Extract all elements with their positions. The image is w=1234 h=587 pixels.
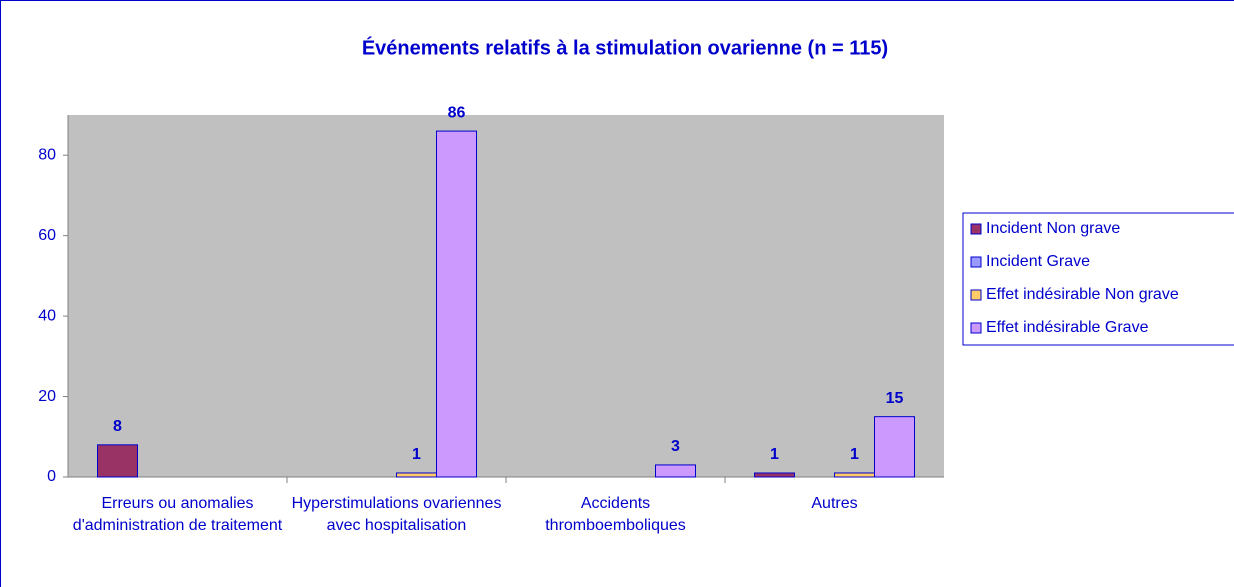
legend-label: Effet indésirable Grave (986, 319, 1149, 336)
bar (754, 472, 795, 478)
y-tick-label: 60 (38, 227, 56, 244)
bar (396, 472, 437, 478)
plot-area (68, 115, 944, 477)
chart-title: Événements relatifs à la stimulation ova… (362, 36, 888, 59)
bar (874, 416, 915, 478)
data-label: 8 (113, 418, 122, 435)
bar (436, 130, 477, 478)
y-tick-label: 40 (38, 307, 56, 324)
legend-box (962, 212, 1234, 346)
y-tick-label: 20 (38, 388, 56, 405)
data-label: 3 (671, 438, 680, 455)
bar (655, 464, 696, 478)
x-tick-label: Hyperstimulations ovariennes avec hospit… (291, 495, 502, 534)
legend-swatch (970, 289, 982, 301)
data-label: 1 (850, 446, 859, 463)
y-tick-label: 0 (47, 468, 56, 485)
legend-swatch (970, 322, 982, 334)
y-tick-label: 80 (38, 146, 56, 163)
data-label: 15 (886, 390, 904, 407)
x-tick-label: Accidents thromboemboliques (545, 495, 686, 534)
legend-label: Incident Non grave (986, 220, 1120, 237)
x-tick-label: Autres (811, 495, 858, 512)
legend-swatch (970, 223, 982, 235)
legend-label: Effet indésirable Non grave (986, 286, 1179, 303)
x-tick-label: Erreurs ou anomalies d'administration de… (72, 495, 283, 534)
data-label: 1 (412, 446, 421, 463)
data-label: 1 (770, 446, 779, 463)
data-label: 86 (448, 104, 466, 121)
bar (834, 472, 875, 478)
legend-swatch (970, 256, 982, 268)
legend-label: Incident Grave (986, 253, 1090, 270)
bar (97, 444, 138, 478)
